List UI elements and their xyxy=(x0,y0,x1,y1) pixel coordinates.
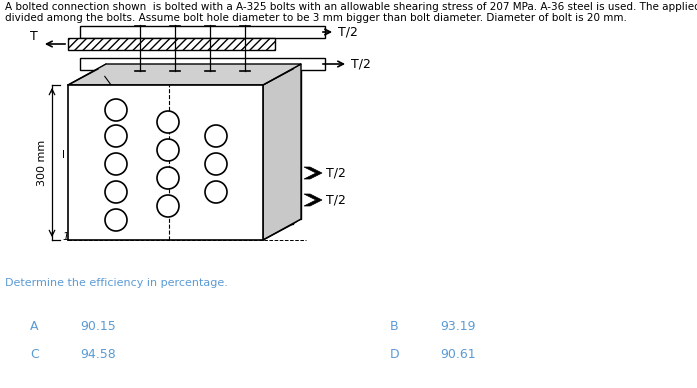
Polygon shape xyxy=(98,69,293,224)
Text: I: I xyxy=(62,151,65,161)
Text: 10 mm: 10 mm xyxy=(223,232,260,242)
Circle shape xyxy=(157,139,179,161)
Bar xyxy=(68,38,275,50)
Polygon shape xyxy=(263,64,301,240)
Circle shape xyxy=(105,181,127,203)
Text: B: B xyxy=(390,320,399,333)
Bar xyxy=(68,85,263,240)
Text: divided among the bolts. Assume bolt hole diameter to be 3 mm bigger than bolt d: divided among the bolts. Assume bolt hol… xyxy=(5,13,627,23)
Circle shape xyxy=(157,111,179,133)
Circle shape xyxy=(105,99,127,121)
Circle shape xyxy=(157,195,179,217)
Polygon shape xyxy=(304,194,322,206)
Circle shape xyxy=(157,167,179,189)
Text: T/2: T/2 xyxy=(351,57,371,71)
Polygon shape xyxy=(304,167,322,179)
Circle shape xyxy=(205,153,227,175)
Text: 10 mm: 10 mm xyxy=(63,232,100,242)
Polygon shape xyxy=(106,64,301,219)
Text: C: C xyxy=(30,348,39,361)
Circle shape xyxy=(205,125,227,147)
Text: 94.58: 94.58 xyxy=(80,348,116,361)
Text: 300 mm: 300 mm xyxy=(37,139,47,185)
Circle shape xyxy=(105,125,127,147)
Circle shape xyxy=(105,209,127,231)
Bar xyxy=(80,58,325,70)
Text: 90.61: 90.61 xyxy=(440,348,475,361)
Text: Determine the efficiency in percentage.: Determine the efficiency in percentage. xyxy=(5,278,228,288)
Circle shape xyxy=(205,181,227,203)
Bar xyxy=(80,26,325,38)
Text: 93.19: 93.19 xyxy=(440,320,475,333)
Text: A: A xyxy=(30,320,38,333)
Polygon shape xyxy=(68,64,301,85)
Text: A bolted connection shown  is bolted with a A-325 bolts with an allowable sheari: A bolted connection shown is bolted with… xyxy=(5,2,697,12)
Circle shape xyxy=(105,153,127,175)
Text: T/2: T/2 xyxy=(326,166,346,180)
Text: 90.15: 90.15 xyxy=(80,320,116,333)
Text: T: T xyxy=(30,30,38,43)
Text: T/2: T/2 xyxy=(338,26,358,38)
Text: T/2: T/2 xyxy=(326,194,346,206)
Text: D: D xyxy=(390,348,399,361)
